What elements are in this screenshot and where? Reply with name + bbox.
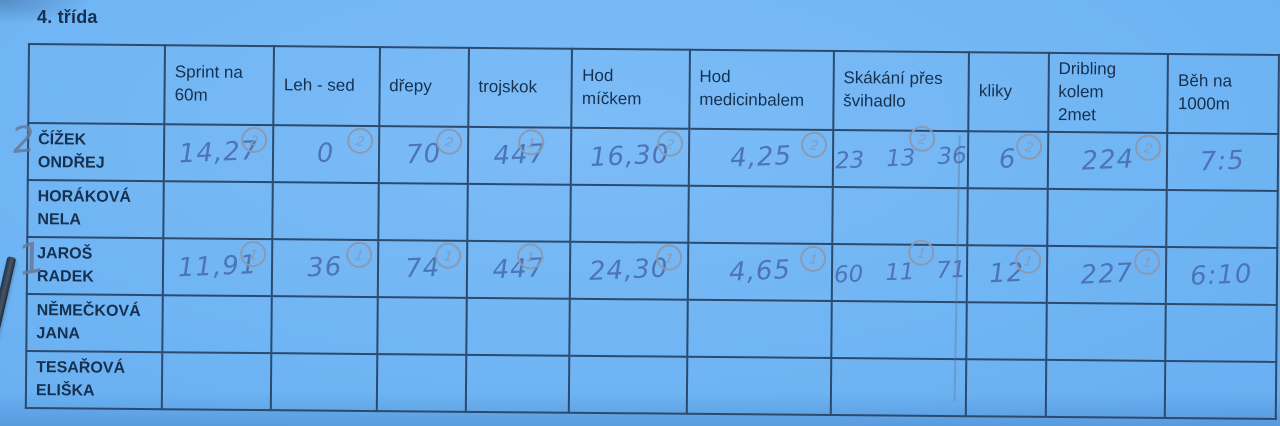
student-name: HORÁKOVÁ NELA: [27, 179, 164, 239]
result-cell: [163, 181, 274, 239]
result-cell: [466, 297, 571, 356]
result-cell: 227 1: [1046, 245, 1167, 304]
result-cell: [271, 295, 378, 354]
result-cell: [686, 356, 831, 415]
header-row: Sprint na 60m Leh - sed dřepy trojskok Hod m…: [28, 44, 1279, 134]
result-cell: 70 2: [378, 125, 469, 184]
result-cell: 11,91 1: [162, 238, 273, 296]
result-cell: [162, 294, 273, 353]
result-cell: [570, 184, 689, 243]
result-cell: [686, 299, 832, 358]
result-cell: 60 11 71 1: [831, 237, 968, 303]
column-header: Dribling kolem 2met: [1047, 52, 1169, 133]
result-cell: [1046, 188, 1168, 247]
result-cell: 7:5: [1167, 132, 1279, 191]
column-header: Běh na 1000m: [1167, 53, 1279, 134]
result-cell: [271, 352, 377, 411]
result-cell: [376, 296, 467, 355]
column-header: Hod míčkem: [571, 48, 690, 129]
result-cell: [161, 351, 272, 410]
result-cell: 12 1: [967, 245, 1047, 303]
handwritten-value: 23 13 36: [834, 143, 967, 175]
result-cell: [687, 185, 833, 244]
result-cell: 36 1: [272, 238, 378, 297]
column-header: kliky: [968, 52, 1049, 132]
result-cell: 447 1: [466, 240, 571, 299]
result-cell: [377, 182, 468, 241]
result-cell: 6:10: [1166, 246, 1278, 305]
result-cell: 16,30 2: [571, 127, 689, 186]
result-cell: [1045, 359, 1166, 418]
result-cell: 24,30 1: [570, 241, 688, 300]
column-header: Hod medicinbalem: [688, 49, 834, 130]
result-cell: [467, 183, 572, 242]
handwritten-value: 6:10: [1189, 259, 1254, 293]
result-cell: [966, 359, 1046, 417]
page-title: 4. třída: [37, 7, 98, 27]
column-header: Skákání přes švihadlo: [832, 51, 970, 132]
result-cell: [465, 354, 570, 413]
result-cell: [1165, 360, 1277, 419]
handwritten-value: 60 11 71: [833, 257, 966, 289]
result-cell: [830, 357, 967, 417]
results-sheet: Sprint na 60m Leh - sed dřepy trojskok Hod m…: [25, 43, 1280, 420]
result-cell: [831, 186, 969, 246]
column-header: [28, 44, 166, 125]
result-cell: [830, 300, 968, 360]
margin-mark: 2: [9, 118, 37, 163]
result-cell: 14,27 2: [163, 124, 274, 182]
result-cell: 4,65 1: [687, 242, 832, 301]
student-name: JAROŠ RADEK: [26, 236, 164, 295]
result-cell: 447 1: [467, 126, 572, 185]
student-name: ČÍŽEK ONDŘEJ: [27, 122, 165, 182]
result-cell: 4,25 2: [688, 128, 833, 187]
result-cell: 74 1: [377, 239, 468, 298]
handwritten-value: 7:5: [1199, 145, 1246, 178]
result-cell: [272, 181, 379, 240]
result-cell: [569, 298, 688, 357]
result-cell: 23 13 36 2: [832, 123, 969, 189]
result-cell: [1165, 303, 1277, 362]
student-name: NĚMEČKOVÁ JANA: [26, 293, 163, 352]
result-cell: [1045, 302, 1167, 361]
column-header: Sprint na 60m: [164, 45, 275, 125]
column-header: trojskok: [468, 47, 573, 128]
table-body: ČÍŽEK ONDŘEJ 14,27 2 0 2 70 2 447 1 16,30 2 4,25 2 23…: [25, 122, 1279, 419]
pen-object: [0, 256, 17, 340]
result-cell: [569, 355, 687, 414]
result-cell: 224 2: [1047, 131, 1168, 190]
result-cell: [1166, 189, 1278, 248]
results-table: Sprint na 60m Leh - sed dřepy trojskok Hod m…: [25, 43, 1280, 420]
result-cell: [966, 302, 1047, 360]
result-cell: [376, 353, 467, 412]
column-header: Leh - sed: [273, 46, 380, 126]
result-cell: [967, 188, 1048, 246]
student-name: TESAŘOVÁ ELIŠKA: [25, 350, 163, 409]
table-row: TESAŘOVÁ ELIŠKA: [25, 350, 1277, 419]
column-header: dřepy: [378, 47, 469, 127]
